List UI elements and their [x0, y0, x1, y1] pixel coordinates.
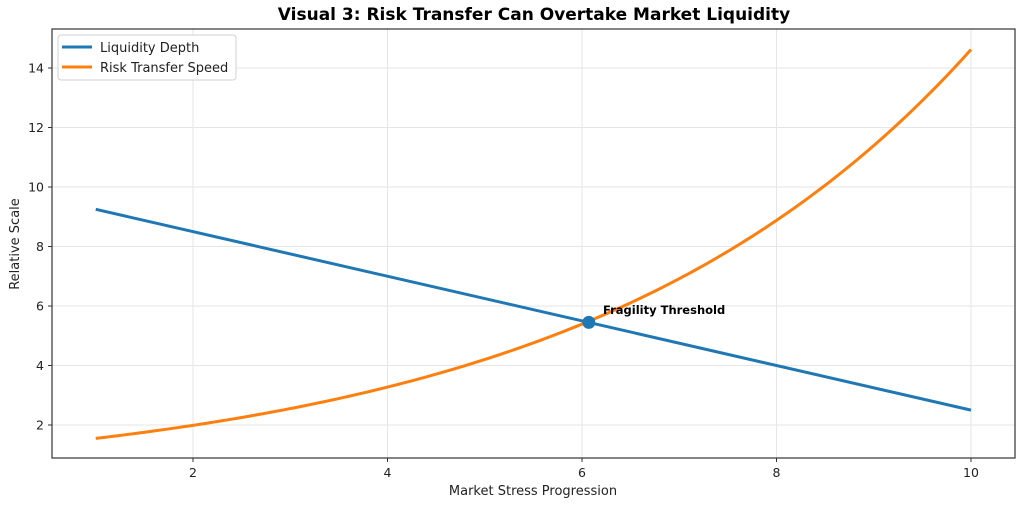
y-tick-label: 10 — [28, 180, 44, 195]
x-tick-label: 4 — [384, 465, 392, 480]
legend: Liquidity Depth Risk Transfer Speed — [57, 34, 237, 81]
liquidity-depth-line — [95, 207, 972, 412]
y-tick-label: 6 — [36, 299, 44, 314]
fragility-threshold-point — [582, 315, 596, 329]
data-series — [95, 48, 973, 440]
y-tick-label: 8 — [36, 239, 44, 254]
x-axis-label: Market Stress Progression — [449, 484, 617, 499]
y-axis-label: Relative Scale — [8, 198, 23, 290]
chart-title: Visual 3: Risk Transfer Can Overtake Mar… — [277, 5, 791, 25]
fragility-threshold-marker — [582, 315, 596, 329]
axis-ticks: 2 4 6 8 10 2 4 6 8 10 12 14 — [28, 61, 979, 481]
grid-lines — [52, 29, 1015, 458]
y-tick-label: 14 — [28, 61, 44, 76]
x-tick-label: 2 — [189, 465, 197, 480]
y-tick-label: 12 — [28, 120, 44, 135]
x-tick-label: 8 — [773, 465, 781, 480]
plot-frame — [51, 28, 1016, 459]
risk-transfer-speed-line — [95, 48, 973, 440]
legend-label-risk-transfer-speed: Risk Transfer Speed — [100, 61, 228, 76]
fragility-threshold-label: Fragility Threshold — [603, 303, 725, 317]
legend-label-liquidity-depth: Liquidity Depth — [100, 41, 199, 56]
legend-box — [57, 34, 237, 81]
x-tick-label: 10 — [963, 465, 979, 480]
y-tick-label: 2 — [36, 418, 44, 433]
y-tick-label: 4 — [36, 358, 44, 373]
x-tick-label: 6 — [578, 465, 586, 480]
